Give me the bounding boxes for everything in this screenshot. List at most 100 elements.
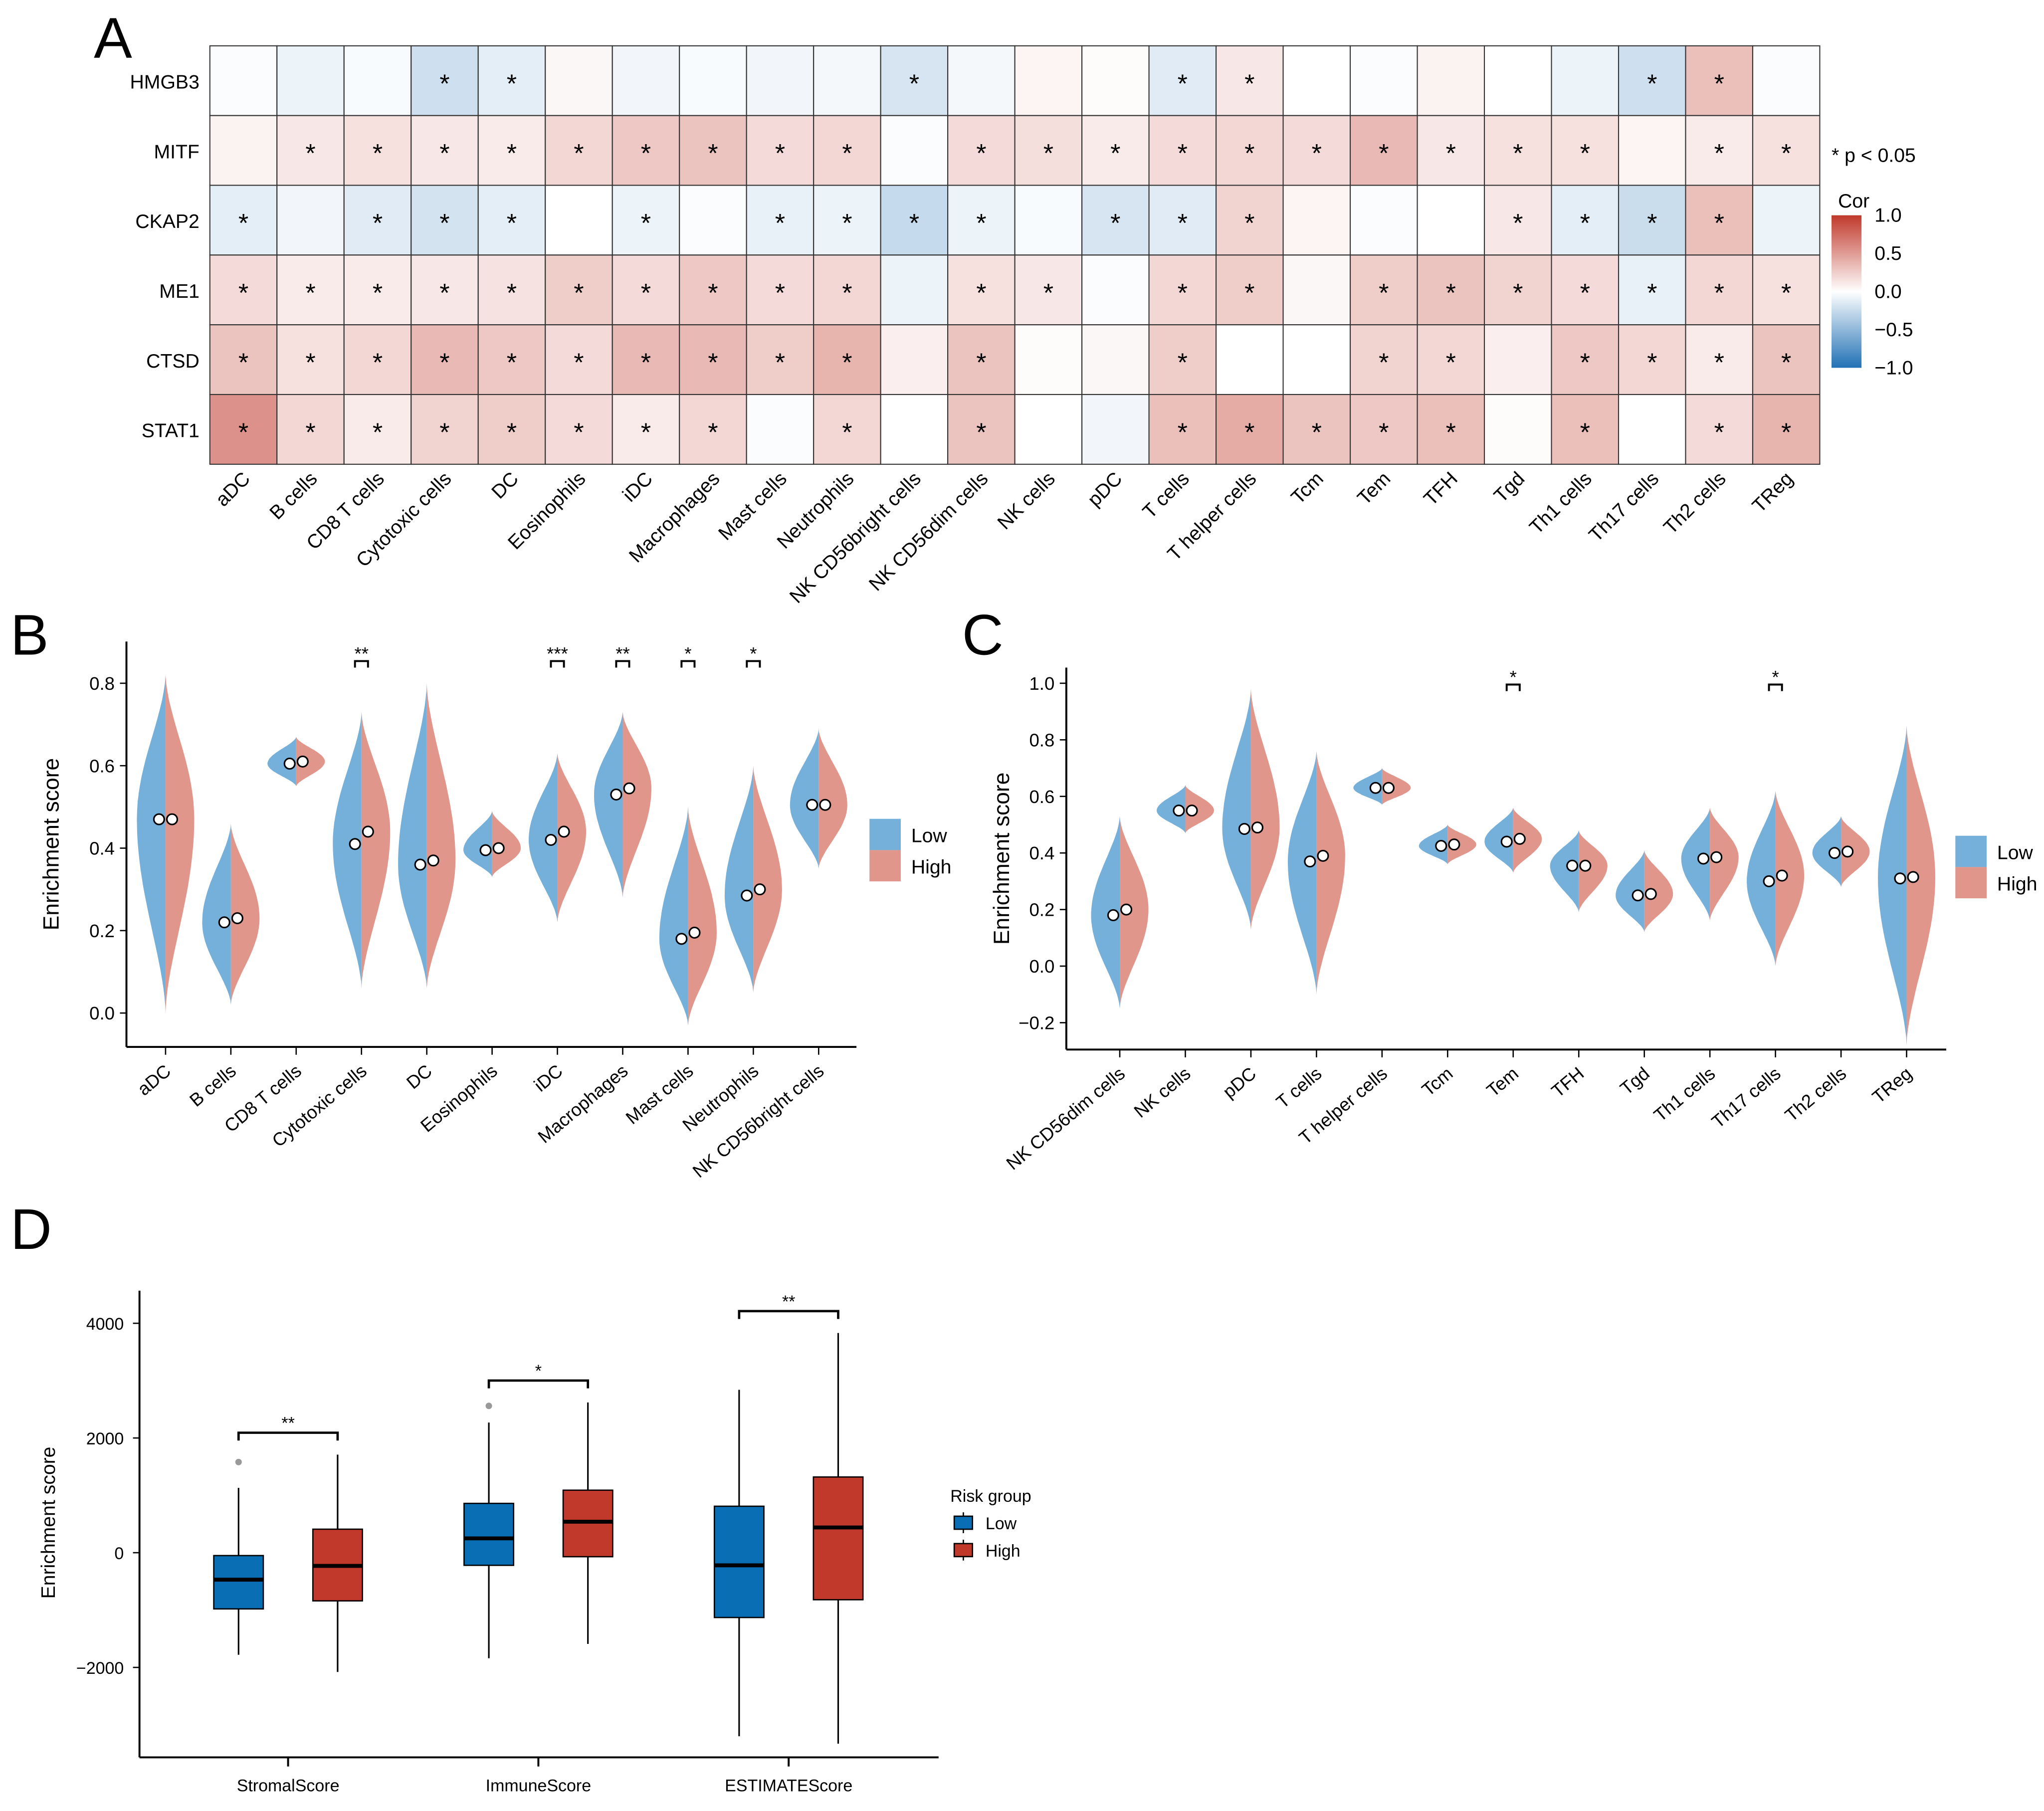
y-tick-label: 0.6 xyxy=(89,756,115,776)
violin-half-low xyxy=(1287,751,1317,995)
x-tick-label: ImmuneScore xyxy=(486,1776,591,1795)
y-axis-title: Enrichment score xyxy=(38,1447,59,1599)
heatmap-cell xyxy=(1282,324,1351,396)
violin-half-high xyxy=(1579,830,1608,913)
heatmap-cell xyxy=(276,254,345,326)
y-tick-label: 0.2 xyxy=(1029,900,1054,920)
heatmap-cell xyxy=(679,45,747,116)
column-label: aDC xyxy=(211,468,254,511)
significance-star: * xyxy=(1714,139,1724,168)
column-label: iDC xyxy=(618,468,657,506)
violin-half-low xyxy=(1419,824,1448,864)
significance-star: * xyxy=(775,209,785,238)
x-tick-label: pDC xyxy=(1219,1063,1260,1102)
heatmap-cell xyxy=(1350,254,1418,326)
significance-star: * xyxy=(373,418,383,447)
violin-half-high xyxy=(361,712,391,989)
median-point-low xyxy=(741,889,753,902)
heatmap-cell xyxy=(1081,254,1150,326)
significance-star: * xyxy=(1580,209,1590,238)
significance-star: * xyxy=(708,418,718,447)
heatmap-cell xyxy=(1014,115,1083,186)
x-tick-label: TReg xyxy=(1868,1063,1916,1107)
heatmap-cell xyxy=(746,45,815,116)
heatmap-cell xyxy=(679,394,747,465)
heatmap-cell xyxy=(1685,254,1754,326)
heatmap-cell xyxy=(1417,45,1485,116)
significance-star: * xyxy=(1714,209,1724,238)
significance-star: * xyxy=(842,418,852,447)
median-point-high xyxy=(362,825,374,838)
heatmap-cell xyxy=(1282,254,1351,326)
violin-half-low xyxy=(1747,791,1776,967)
violin-half-low xyxy=(1091,816,1120,1009)
heatmap-cell xyxy=(1216,185,1284,256)
heatmap-cell xyxy=(1752,254,1821,326)
heatmap-cell xyxy=(1417,185,1485,256)
median-point-high xyxy=(492,842,505,854)
heatmap-cell xyxy=(1350,185,1418,256)
y-tick-label: −0.2 xyxy=(1019,1013,1054,1033)
violin-half-high xyxy=(1250,689,1280,930)
heatmap-cell xyxy=(947,254,1016,326)
heatmap-cell xyxy=(1618,45,1686,116)
heatmap-cell xyxy=(1551,394,1620,465)
median-point-low xyxy=(1894,872,1906,885)
heatmap-cell xyxy=(1350,115,1418,186)
heatmap-cell xyxy=(1417,394,1485,465)
legend-swatch-low xyxy=(953,1515,973,1530)
median-point-high xyxy=(1448,838,1460,851)
violin-half-high xyxy=(1841,816,1870,887)
y-tick-label: 0.6 xyxy=(1029,787,1054,807)
heatmap-cell xyxy=(1282,394,1351,465)
panel-label-d: D xyxy=(10,1198,52,1261)
significance-star: * xyxy=(1513,139,1523,168)
violin-half-high xyxy=(1185,785,1214,833)
median-point-low xyxy=(1369,782,1382,794)
legend-swatch-high xyxy=(869,850,901,882)
legend-label-low: Low xyxy=(911,825,948,847)
column-label: NK cells xyxy=(994,468,1059,534)
significance-star: * xyxy=(909,209,919,238)
significance-bracket xyxy=(1505,683,1521,691)
heatmap-cell xyxy=(880,185,949,256)
significance-bracket xyxy=(615,660,630,668)
heatmap-cell xyxy=(880,115,949,186)
y-tick-label: 4000 xyxy=(86,1315,124,1334)
y-axis-title: Enrichment score xyxy=(990,773,1014,945)
significance-label: * xyxy=(535,1362,542,1381)
violin-half-high xyxy=(818,728,847,869)
heatmap-cell xyxy=(343,45,412,116)
heatmap-cell xyxy=(1752,45,1821,116)
legend-swatch-high xyxy=(1955,867,1987,899)
significance-star: * xyxy=(1312,418,1322,447)
heatmap-cell xyxy=(209,254,278,326)
significance-star: * xyxy=(1580,279,1590,308)
significance-star: * xyxy=(1244,69,1254,98)
x-tick-label: Th2 cells xyxy=(1781,1063,1850,1125)
x-tick-label: Tem xyxy=(1483,1063,1522,1101)
x-tick-label: B cells xyxy=(186,1060,240,1111)
heatmap-cell xyxy=(1483,324,1552,396)
legend-tick-label: −1.0 xyxy=(1874,357,1913,379)
legend-swatch-low xyxy=(1955,835,1987,867)
significance-star: * xyxy=(439,349,449,378)
legend-swatch-low xyxy=(869,818,901,850)
box-low xyxy=(713,1505,765,1618)
significance-star: * xyxy=(1178,139,1188,168)
heatmap-cell xyxy=(1014,324,1083,396)
significance-star: * xyxy=(909,69,919,98)
violin-half-low xyxy=(1156,785,1186,833)
x-tick-label: TFH xyxy=(1548,1063,1588,1101)
heatmap-cell xyxy=(947,45,1016,116)
median-point-low xyxy=(545,833,557,846)
significance-label: ** xyxy=(615,643,629,664)
violin-half-low xyxy=(267,737,296,787)
color-legend-bar xyxy=(1831,215,1862,368)
median-point-low xyxy=(1173,805,1185,817)
significance-label: ** xyxy=(782,1292,795,1311)
violin-half-low xyxy=(724,766,754,993)
violin-half-high xyxy=(1382,768,1411,805)
outlier-point xyxy=(485,1403,492,1409)
column-label: NK CD56bright cells xyxy=(786,468,925,607)
